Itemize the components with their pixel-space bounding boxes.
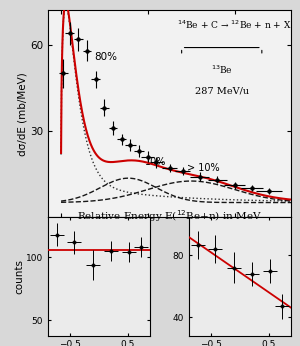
Text: > 10%: > 10% <box>187 163 219 173</box>
Text: $^{14}$Be + C → $^{12}$Be + n + X: $^{14}$Be + C → $^{12}$Be + n + X <box>177 19 292 31</box>
Text: 10%: 10% <box>145 157 166 167</box>
Y-axis label: counts: counts <box>14 259 25 294</box>
Y-axis label: dσ/dE (mb/MeV): dσ/dE (mb/MeV) <box>17 72 27 155</box>
Text: $^{13}$Be: $^{13}$Be <box>211 64 233 76</box>
Text: 287 MeV/u: 287 MeV/u <box>195 87 249 96</box>
Text: 80%: 80% <box>94 52 117 62</box>
Text: Relative Energy E($^{12}$Be+n) in MeV: Relative Energy E($^{12}$Be+n) in MeV <box>77 208 262 224</box>
